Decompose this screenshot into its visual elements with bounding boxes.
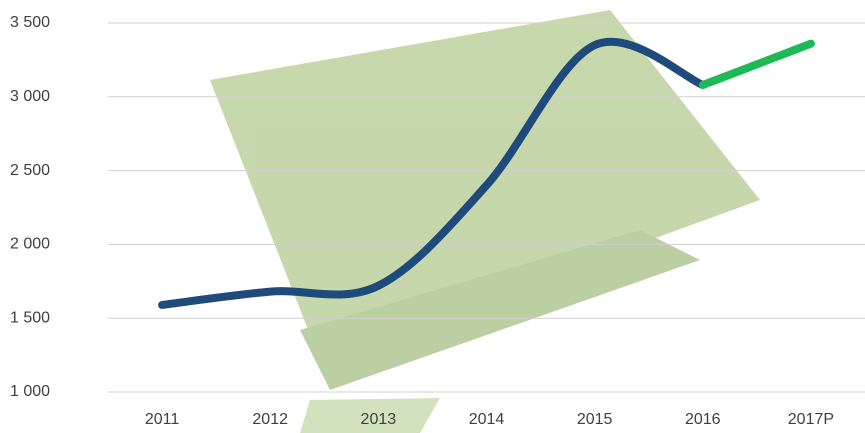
- x-tick-label: 2012: [252, 411, 288, 428]
- y-tick-label: 1 500: [10, 309, 50, 326]
- chart: 1 000 1 500 2 000 2 500 3 000 3 500 2011 2012 20…: [0, 0, 865, 433]
- y-tick-label: 3 500: [10, 14, 50, 31]
- x-tick-label: 2013: [361, 411, 397, 428]
- y-tick-label: 2 500: [10, 162, 50, 179]
- x-tick-label: 2015: [577, 411, 613, 428]
- x-tick-label: 2016: [685, 411, 721, 428]
- x-tick-label: 2017P: [788, 411, 834, 428]
- y-tick-label: 2 000: [10, 236, 50, 253]
- y-tick-label: 1 000: [10, 383, 50, 400]
- x-tick-label: 2011: [145, 411, 180, 428]
- y-tick-label: 3 000: [10, 88, 50, 105]
- x-tick-label: 2014: [469, 411, 505, 428]
- series-line: [703, 44, 811, 85]
